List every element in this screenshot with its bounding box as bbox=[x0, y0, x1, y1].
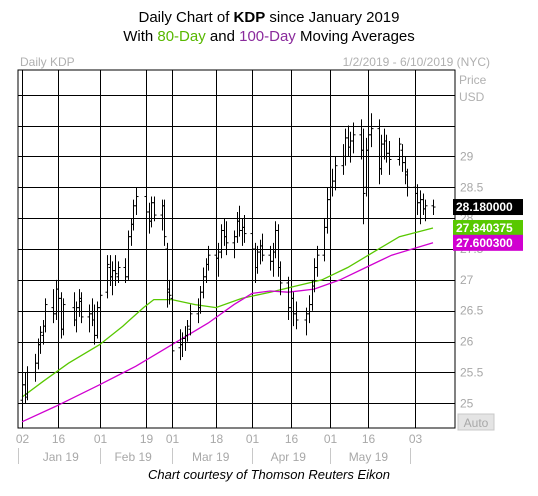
price-bar bbox=[167, 279, 172, 305]
y-tick-label: 25.5 bbox=[460, 365, 484, 379]
month-label: Feb 19 bbox=[114, 450, 152, 464]
ma100-value-tag: 27.600300 bbox=[453, 234, 523, 251]
price-bar bbox=[294, 301, 299, 330]
subtitle-ma80: 80-Day bbox=[157, 28, 206, 45]
x-tick-label: 16 bbox=[285, 432, 299, 446]
price-bar bbox=[79, 292, 84, 324]
y-tick-label: 27 bbox=[460, 273, 474, 287]
price-bar bbox=[170, 289, 175, 401]
price-bar bbox=[351, 122, 356, 154]
price-bar bbox=[113, 255, 118, 287]
panel-name: Daily KDP bbox=[20, 55, 75, 69]
price-bar bbox=[260, 233, 265, 262]
price-bar bbox=[162, 199, 167, 246]
auto-button[interactable]: Auto bbox=[457, 413, 495, 431]
axis-title-usd: USD bbox=[459, 90, 485, 104]
price-bar bbox=[152, 196, 157, 222]
value-tag-background bbox=[453, 199, 523, 216]
x-tick-label: 02 bbox=[16, 432, 30, 446]
chart-title: Daily Chart of KDP since January 2019 bbox=[0, 8, 538, 27]
x-tick-label: 19 bbox=[140, 432, 154, 446]
x-tick-label: 03 bbox=[409, 432, 423, 446]
price-bar bbox=[423, 199, 428, 222]
price-bar bbox=[387, 140, 392, 175]
axis-title-price: Price bbox=[459, 73, 487, 87]
price-bar bbox=[25, 366, 30, 401]
x-tick-label: 16 bbox=[362, 432, 376, 446]
subtitle-and: and bbox=[209, 28, 235, 45]
value-tag-text: 27.840375 bbox=[456, 221, 513, 235]
title-ticker: KDP bbox=[233, 9, 266, 26]
subtitle-prefix: With bbox=[123, 28, 154, 45]
month-label: May 19 bbox=[349, 450, 389, 464]
price-bar bbox=[361, 128, 366, 225]
month-label: Jan 19 bbox=[43, 450, 79, 464]
ma-line-100-day bbox=[21, 242, 434, 423]
price-bar bbox=[242, 215, 247, 243]
title-prefix: Daily Chart of bbox=[138, 9, 230, 26]
x-tick-label: 16 bbox=[52, 432, 66, 446]
ma-line-80-day bbox=[21, 227, 434, 398]
price-bar bbox=[38, 326, 43, 354]
price-bar bbox=[405, 168, 410, 197]
auto-button-label: Auto bbox=[464, 416, 489, 430]
x-tick-label: 01 bbox=[246, 432, 260, 446]
y-tick-label: 26 bbox=[460, 335, 474, 349]
subtitle-suffix: Moving Averages bbox=[299, 28, 415, 45]
price-bar bbox=[369, 113, 374, 148]
price-bar bbox=[206, 245, 211, 271]
value-tag-background bbox=[453, 220, 523, 237]
chart-credit: Chart courtesy of Thomson Reuters Eikon bbox=[147, 467, 391, 482]
y-tick-label: 26.5 bbox=[460, 304, 484, 318]
price-bar bbox=[397, 137, 402, 166]
month-label: Apr 19 bbox=[271, 450, 307, 464]
price-bar bbox=[134, 187, 139, 216]
x-tick-label: 01 bbox=[166, 432, 180, 446]
value-tag-background bbox=[453, 234, 523, 251]
chart-title-block: Daily Chart of KDP since January 2019 Wi… bbox=[0, 8, 538, 46]
price-bar bbox=[61, 298, 66, 336]
y-tick-label: 29 bbox=[460, 149, 474, 163]
price-bar bbox=[315, 245, 320, 277]
price-bar bbox=[333, 156, 338, 191]
price-bar bbox=[43, 298, 48, 333]
value-tag-text: 27.600300 bbox=[456, 236, 513, 250]
y-tick-label: 25 bbox=[460, 396, 474, 410]
title-suffix: since January 2019 bbox=[269, 9, 400, 26]
chart-subtitle: With 80-Day and 100-Day Moving Averages bbox=[0, 27, 538, 46]
month-label: Mar 19 bbox=[192, 450, 230, 464]
x-tick-label: 18 bbox=[210, 432, 224, 446]
last-price-tag: 28.180000 bbox=[453, 199, 523, 216]
price-bar bbox=[98, 289, 103, 317]
price-bar bbox=[224, 221, 229, 256]
y-tick-label: 28.5 bbox=[460, 180, 484, 194]
price-bar bbox=[185, 319, 190, 342]
value-tag-text: 28.180000 bbox=[456, 200, 513, 214]
price-bar bbox=[431, 199, 436, 216]
x-tick-label: 01 bbox=[94, 432, 108, 446]
x-tick-label: 01 bbox=[324, 432, 338, 446]
panel-range: 1/2/2019 - 6/10/2019 (NYC) bbox=[343, 55, 490, 69]
price-bar bbox=[278, 261, 283, 296]
price-bar bbox=[116, 261, 121, 283]
price-bar bbox=[105, 255, 110, 299]
ma80-value-tag: 27.840375 bbox=[453, 220, 523, 237]
subtitle-ma100: 100-Day bbox=[239, 28, 296, 45]
price-bar bbox=[188, 304, 193, 336]
